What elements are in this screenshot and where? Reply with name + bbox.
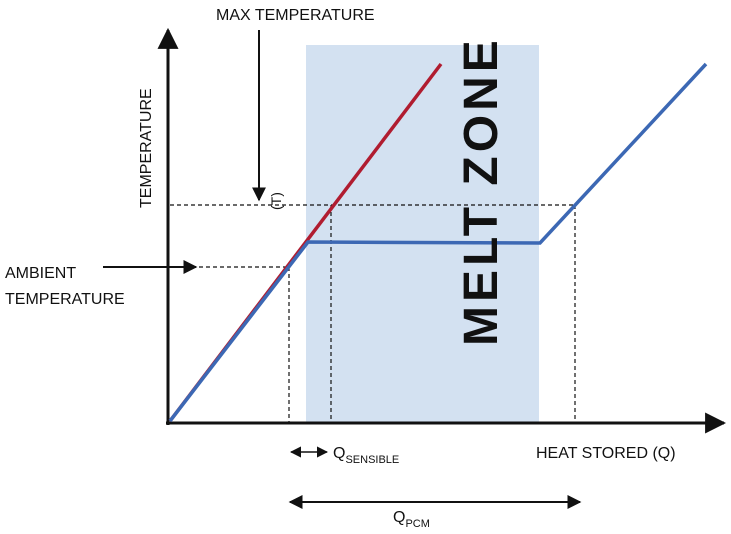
melt-zone-band <box>306 45 539 422</box>
q-pcm-subscript: PCM <box>405 518 429 530</box>
pcm-heat-line <box>168 62 708 423</box>
q-pcm-main: Q <box>393 509 405 526</box>
melt-zone-label: MELT ZONE <box>455 36 508 346</box>
q-sensible-main: Q <box>333 445 345 462</box>
ambient-label-line1: AMBIENT <box>5 265 76 282</box>
max-temperature-label: MAX TEMPERATURE <box>216 7 375 24</box>
q-pcm-label: QPCM <box>393 509 430 530</box>
t-marker-label: (T) <box>268 192 284 210</box>
q-sensible-subscript: SENSIBLE <box>345 454 399 466</box>
ambient-label-line2: TEMPERATURE <box>5 291 125 308</box>
y-axis-label: TEMPERATURE <box>138 88 155 208</box>
x-axis-label: HEAT STORED (Q) <box>536 445 676 462</box>
q-sensible-label: QSENSIBLE <box>333 445 399 466</box>
